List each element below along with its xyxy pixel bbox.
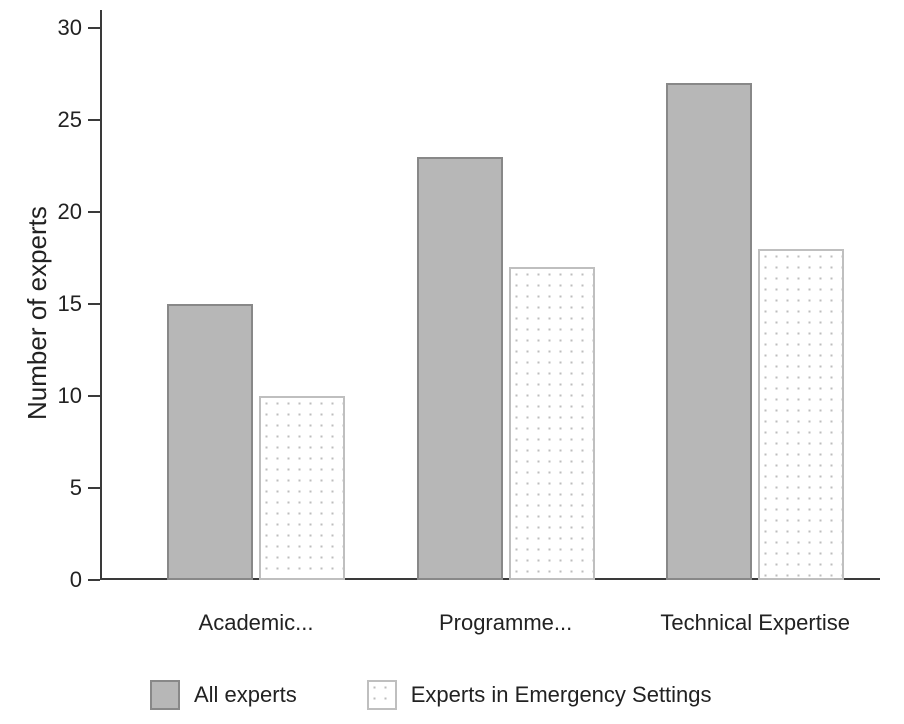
x-category-label: Programme... <box>439 610 572 636</box>
y-tick <box>88 579 100 581</box>
bar-emergency-experts <box>509 267 595 580</box>
y-tick <box>88 303 100 305</box>
x-category-label: Academic... <box>199 610 314 636</box>
bar-all-experts <box>666 83 752 580</box>
y-tick-label: 30 <box>42 15 82 41</box>
y-tick <box>88 27 100 29</box>
legend-item-emergency: Experts in Emergency Settings <box>367 680 712 710</box>
y-tick-label: 5 <box>42 475 82 501</box>
legend-label: Experts in Emergency Settings <box>411 682 712 708</box>
y-tick-label: 0 <box>42 567 82 593</box>
y-tick <box>88 119 100 121</box>
y-tick <box>88 211 100 213</box>
legend-swatch-all-experts <box>150 680 180 710</box>
y-tick-label: 10 <box>42 383 82 409</box>
y-tick <box>88 395 100 397</box>
y-tick-label: 25 <box>42 107 82 133</box>
bar-emergency-experts <box>758 249 844 580</box>
y-tick-label: 15 <box>42 291 82 317</box>
x-category-label: Technical Expertise <box>660 610 850 636</box>
bar-emergency-experts <box>259 396 345 580</box>
bar-all-experts <box>167 304 253 580</box>
legend: All experts Experts in Emergency Setting… <box>150 680 712 710</box>
y-tick <box>88 487 100 489</box>
legend-item-all-experts: All experts <box>150 680 297 710</box>
legend-swatch-emergency <box>367 680 397 710</box>
legend-label: All experts <box>194 682 297 708</box>
bar-chart: Number of experts All experts Experts in… <box>0 0 904 724</box>
y-tick-label: 20 <box>42 199 82 225</box>
bar-all-experts <box>417 157 503 580</box>
